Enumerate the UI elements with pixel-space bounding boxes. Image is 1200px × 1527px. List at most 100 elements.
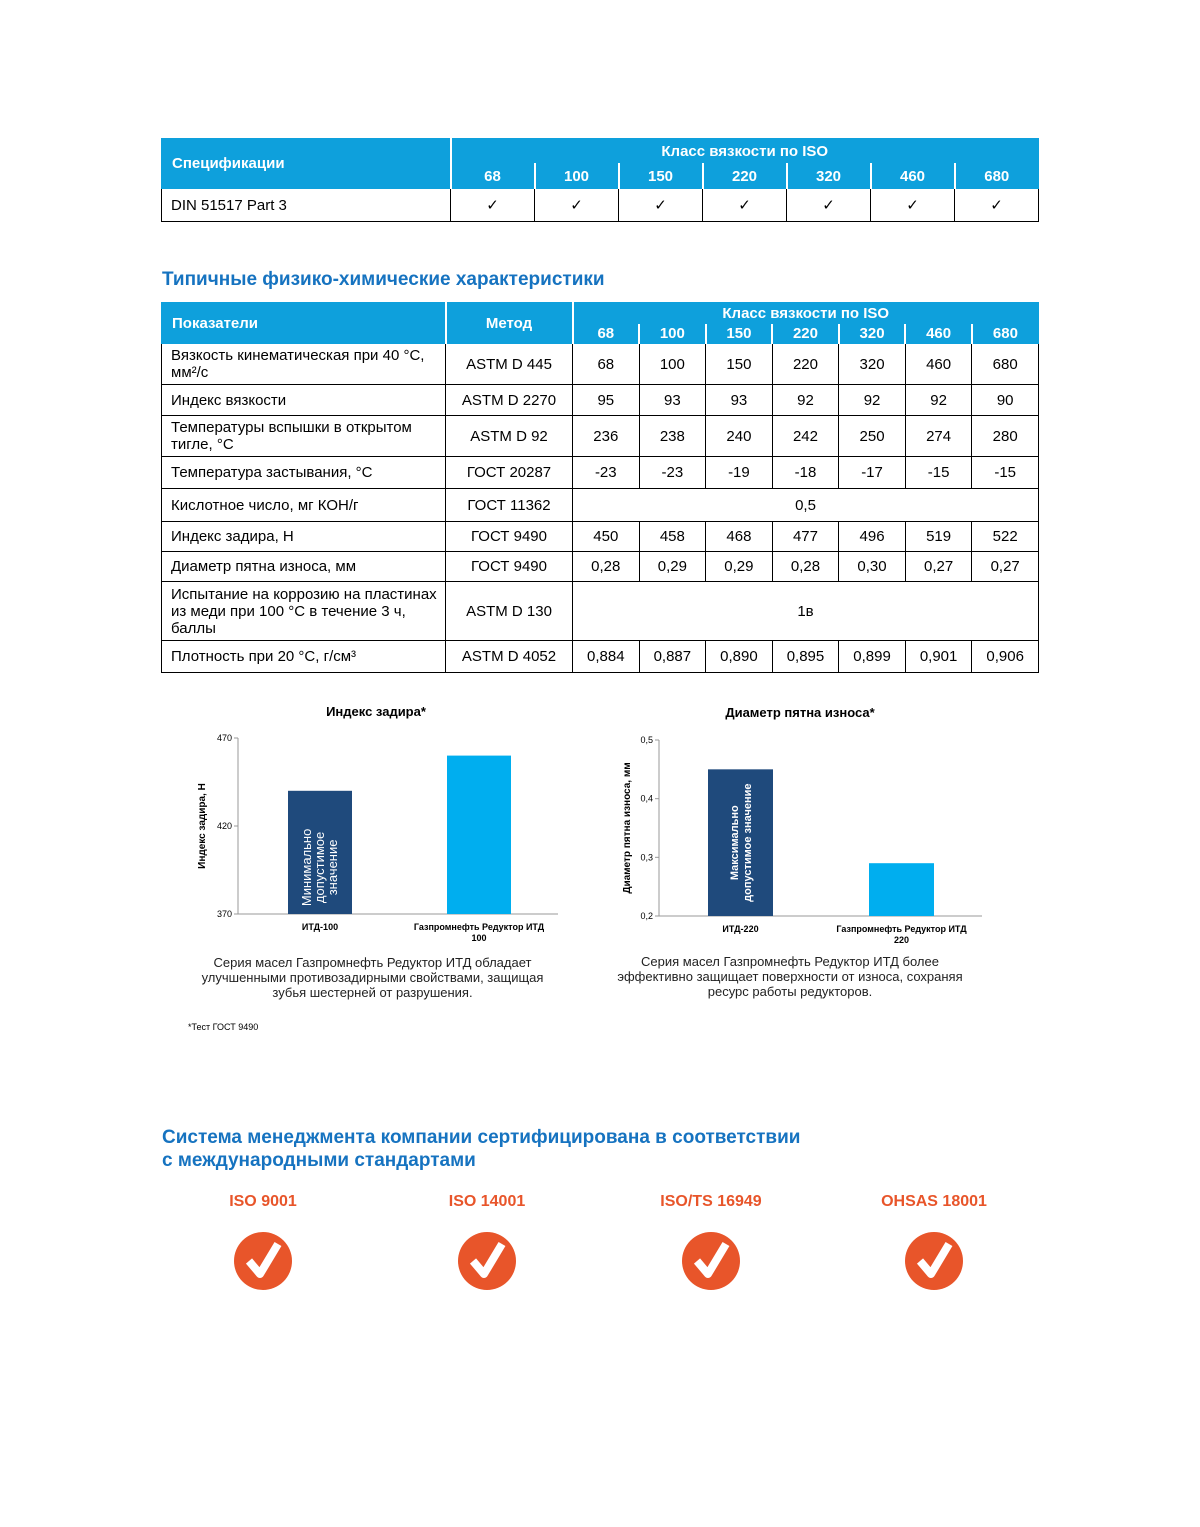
- value-cell: 236: [572, 415, 640, 457]
- value-cell: -23: [572, 456, 640, 489]
- y-tick-label: 470: [217, 733, 232, 743]
- value-cell: 496: [838, 521, 906, 552]
- value-cell: 95: [572, 384, 640, 416]
- bar-1: [447, 755, 511, 914]
- certificate-name: ISO 14001: [448, 1193, 526, 1210]
- y-axis-label: Диаметр пятна износа, мм: [622, 762, 633, 893]
- certificate: ISO 14001: [427, 1193, 547, 1296]
- check-icon: ✓: [702, 188, 787, 222]
- method: ASTM D 92: [445, 415, 573, 457]
- method: ГОСТ 20287: [445, 456, 573, 489]
- check-icon: ✓: [618, 188, 703, 222]
- checkmark-circle-icon: [682, 1232, 740, 1290]
- bar-1: [869, 863, 934, 916]
- x-tick-label: ИТД-220: [722, 924, 758, 934]
- method: ГОСТ 9490: [445, 551, 573, 582]
- y-tick-label: 0,5: [640, 735, 653, 745]
- bar-annotation-line: допустимое: [312, 832, 327, 903]
- value-cell: 93: [638, 384, 707, 416]
- x-tick-label: ИТД-100: [302, 922, 338, 932]
- value-cell: -15: [904, 456, 973, 489]
- value-cell: 0,887: [638, 640, 707, 673]
- y-tick-label: 0,2: [640, 911, 653, 921]
- y-tick-label: 420: [217, 821, 232, 831]
- spec-name: DIN 51517 Part 3: [161, 188, 451, 222]
- checkmark-circle-icon: [458, 1232, 516, 1290]
- grade-header-150: 150: [618, 163, 704, 189]
- iso-class-header: Класс вязкости по ISO: [572, 302, 1039, 325]
- value-cell: 0,901: [904, 640, 973, 673]
- certificate: ISO 9001: [203, 1193, 323, 1296]
- x-tick-label-line: 220: [894, 935, 909, 945]
- check-icon: ✓: [786, 188, 871, 222]
- table-row: Индекс задира, Н ГОСТ 9490 450 458 468 477 496…: [161, 521, 1039, 552]
- table-row: Температуры вспышки в открытом тигле, °С…: [161, 415, 1039, 457]
- grade-header-320: 320: [786, 163, 872, 189]
- value-cell: 238: [638, 415, 707, 457]
- indicator-name: Диаметр пятна износа, мм: [161, 551, 446, 582]
- value-cell: 0,890: [705, 640, 773, 673]
- section-title: Типичные физико-химические характеристик…: [162, 269, 605, 290]
- grade-header-100: 100: [638, 323, 707, 345]
- indicator-header: Показатели: [161, 302, 447, 344]
- chart2-caption: Серия масел Газпромнефть Редуктор ИТД бо…: [617, 954, 963, 999]
- value-cell: 450: [572, 521, 640, 552]
- table-row: Плотность при 20 °С, г/см³ ASTM D 4052 0,8…: [161, 640, 1039, 673]
- certification-title-line1: Система менеджмента компании сертифициро…: [162, 1127, 801, 1148]
- spec-header: Спецификации: [161, 138, 452, 189]
- value-cell: 250: [838, 415, 906, 457]
- bar-annotation-line: Максимально: [729, 805, 741, 880]
- method: ГОСТ 9490: [445, 521, 573, 552]
- grade-header-68: 68: [572, 323, 641, 345]
- method: ASTM D 445: [445, 343, 573, 385]
- grade-header-150: 150: [705, 323, 774, 345]
- checkmark-circle-icon: [905, 1232, 963, 1290]
- value-cell: 92: [771, 384, 840, 416]
- grade-header-460: 460: [870, 163, 956, 189]
- indicator-name: Испытание на коррозию на пластинах из ме…: [161, 581, 446, 641]
- table-row: DIN 51517 Part 3 ✓ ✓ ✓ ✓ ✓ ✓ ✓: [161, 188, 1039, 222]
- scuffing-index-chart: 370 420 470 Индекс задира, Н ИТД-100 Газпромн…: [197, 733, 982, 945]
- value-cell: 460: [904, 343, 973, 385]
- value-cell: 92: [838, 384, 906, 416]
- value-cell: 68: [572, 343, 640, 385]
- grade-header-680: 680: [971, 323, 1039, 345]
- bar-annotation-line: Минимально: [299, 829, 314, 906]
- value-cell: 90: [971, 384, 1039, 416]
- method: ГОСТ 11362: [445, 488, 573, 522]
- bar-annotation-line: значение: [325, 840, 340, 896]
- value-cell: 0,884: [572, 640, 640, 673]
- grade-header-100: 100: [534, 163, 620, 189]
- x-tick-label-line: 100: [471, 933, 486, 943]
- value-cell: 0,28: [771, 551, 840, 582]
- method: ASTM D 2270: [445, 384, 573, 416]
- indicator-name: Индекс задира, Н: [161, 521, 446, 552]
- table-row: Диаметр пятна износа, мм ГОСТ 9490 0,28 0,2…: [161, 551, 1039, 582]
- value-cell: -15: [971, 456, 1039, 489]
- value-cell: 220: [771, 343, 840, 385]
- bar-annotation: Максимальнодопустимое значение: [729, 784, 754, 902]
- value-cell: 320: [838, 343, 906, 385]
- indicator-name: Температуры вспышки в открытом тигле, °С: [161, 415, 446, 457]
- check-icon: ✓: [954, 188, 1039, 222]
- value-cell: 242: [771, 415, 840, 457]
- indicator-name: Кислотное число, мг КОН/г: [161, 488, 446, 522]
- x-tick-label: Газпромнефть Редуктор ИТД 100: [414, 922, 545, 943]
- bar-annotation: Минимальнодопустимоезначение: [299, 829, 340, 906]
- value-cell: 0,28: [572, 551, 640, 582]
- grade-header-220: 220: [702, 163, 788, 189]
- checkmark-circle-icon: [234, 1232, 292, 1290]
- certificate: ISO/TS 16949: [651, 1193, 771, 1296]
- table-row: Кислотное число, мг КОН/г ГОСТ 11362 0,5: [161, 488, 1039, 522]
- method: ASTM D 130: [445, 581, 573, 641]
- footnote: *Тест ГОСТ 9490: [188, 1022, 259, 1032]
- bar-0: [708, 769, 773, 916]
- merged-value: 1в: [572, 581, 1039, 641]
- value-cell: -18: [771, 456, 840, 489]
- x-tick-label-line: Газпромнефть Редуктор ИТД: [414, 922, 545, 932]
- value-cell: 0,906: [971, 640, 1039, 673]
- value-cell: 274: [904, 415, 973, 457]
- certificate-name: OHSAS 18001: [881, 1193, 987, 1210]
- y-tick-label: 0,4: [640, 794, 653, 804]
